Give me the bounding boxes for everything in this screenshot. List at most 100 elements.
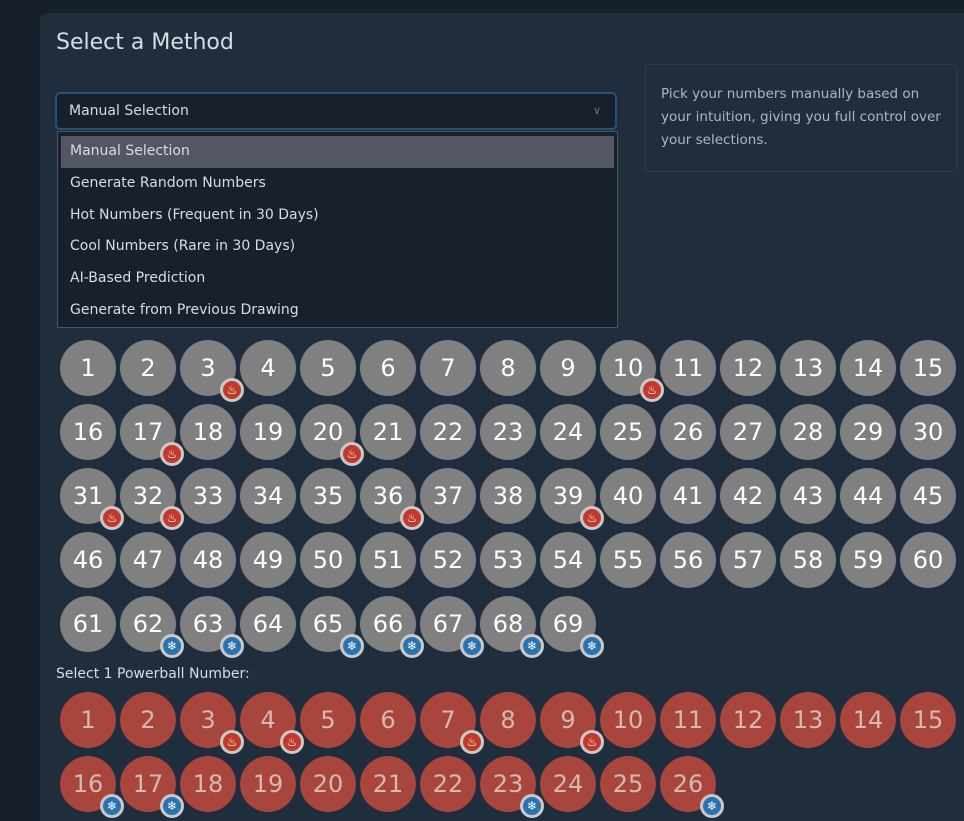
ball-25[interactable]: 25 [600, 404, 656, 460]
ball-15[interactable]: 15 [900, 340, 956, 396]
ball-14[interactable]: 14 [840, 340, 896, 396]
ball-29[interactable]: 29 [840, 404, 896, 460]
powerball-2[interactable]: 2 [120, 692, 176, 748]
ball-44[interactable]: 44 [840, 468, 896, 524]
ball-30[interactable]: 30 [900, 404, 956, 460]
ball-51[interactable]: 51 [360, 532, 416, 588]
powerball-18[interactable]: 18 [180, 756, 236, 812]
ball-47[interactable]: 47 [120, 532, 176, 588]
powerball-13[interactable]: 13 [780, 692, 836, 748]
ball-26[interactable]: 26 [660, 404, 716, 460]
ball-22[interactable]: 22 [420, 404, 476, 460]
ball-49[interactable]: 49 [240, 532, 296, 588]
ball-37[interactable]: 37 [420, 468, 476, 524]
ball-41[interactable]: 41 [660, 468, 716, 524]
ball-31[interactable]: 31 ♨ [60, 468, 124, 530]
powerball-26[interactable]: 26 ❄ [660, 756, 724, 818]
ball-34[interactable]: 34 [240, 468, 296, 524]
ball-64[interactable]: 64 [240, 596, 296, 652]
powerball-15[interactable]: 15 [900, 692, 956, 748]
powerball-16[interactable]: 16 ❄ [60, 756, 124, 818]
ball-58[interactable]: 58 [780, 532, 836, 588]
powerball-17[interactable]: 17 ❄ [120, 756, 184, 818]
ball-52[interactable]: 52 [420, 532, 476, 588]
ball-54[interactable]: 54 [540, 532, 596, 588]
ball-55[interactable]: 55 [600, 532, 656, 588]
powerball-21[interactable]: 21 [360, 756, 416, 812]
ball-18[interactable]: 18 [180, 404, 236, 460]
ball-38[interactable]: 38 [480, 468, 536, 524]
ball-59[interactable]: 59 [840, 532, 896, 588]
ball-53[interactable]: 53 [480, 532, 536, 588]
ball-39[interactable]: 39 ♨ [540, 468, 604, 530]
ball-62[interactable]: 62 ❄ [120, 596, 184, 658]
powerball-9[interactable]: 9 ♨ [540, 692, 604, 754]
ball-36[interactable]: 36 ♨ [360, 468, 424, 530]
dropdown-option[interactable]: Hot Numbers (Frequent in 30 Days) [70, 206, 319, 223]
ball-10[interactable]: 10 ♨ [600, 340, 664, 402]
ball-21[interactable]: 21 [360, 404, 416, 460]
ball-35[interactable]: 35 [300, 468, 356, 524]
ball-24[interactable]: 24 [540, 404, 596, 460]
ball-1[interactable]: 1 [60, 340, 116, 396]
ball-56[interactable]: 56 [660, 532, 716, 588]
powerball-4[interactable]: 4 ♨ [240, 692, 304, 754]
powerball-5[interactable]: 5 [300, 692, 356, 748]
ball-27[interactable]: 27 [720, 404, 776, 460]
powerball-8[interactable]: 8 [480, 692, 536, 748]
powerball-12[interactable]: 12 [720, 692, 776, 748]
powerball-3[interactable]: 3 ♨ [180, 692, 244, 754]
ball-61[interactable]: 61 [60, 596, 116, 652]
method-select[interactable]: Manual Selection ∨ [55, 92, 617, 130]
ball-28[interactable]: 28 [780, 404, 836, 460]
ball-43[interactable]: 43 [780, 468, 836, 524]
ball-23[interactable]: 23 [480, 404, 536, 460]
ball-63[interactable]: 63 ❄ [180, 596, 244, 658]
dropdown-option[interactable]: Manual Selection [61, 136, 614, 168]
ball-32[interactable]: 32 ♨ [120, 468, 184, 530]
ball-5[interactable]: 5 [300, 340, 356, 396]
ball-40[interactable]: 40 [600, 468, 656, 524]
ball-19[interactable]: 19 [240, 404, 296, 460]
dropdown-option[interactable]: Cool Numbers (Rare in 30 Days) [70, 238, 296, 255]
ball-4[interactable]: 4 [240, 340, 296, 396]
ball-65[interactable]: 65 ❄ [300, 596, 364, 658]
powerball-20[interactable]: 20 [300, 756, 356, 812]
ball-12[interactable]: 12 [720, 340, 776, 396]
ball-45[interactable]: 45 [900, 468, 956, 524]
ball-8[interactable]: 8 [480, 340, 536, 396]
powerball-1[interactable]: 1 [60, 692, 116, 748]
powerball-11[interactable]: 11 [660, 692, 716, 748]
powerball-19[interactable]: 19 [240, 756, 296, 812]
ball-2[interactable]: 2 [120, 340, 176, 396]
powerball-23[interactable]: 23 ❄ [480, 756, 544, 818]
powerball-14[interactable]: 14 [840, 692, 896, 748]
dropdown-option[interactable]: Generate from Previous Drawing [70, 301, 299, 318]
ball-11[interactable]: 11 [660, 340, 716, 396]
ball-57[interactable]: 57 [720, 532, 776, 588]
powerball-24[interactable]: 24 [540, 756, 596, 812]
ball-69[interactable]: 69 ❄ [540, 596, 604, 658]
ball-67[interactable]: 67 ❄ [420, 596, 484, 658]
powerball-7[interactable]: 7 ♨ [420, 692, 484, 754]
ball-17[interactable]: 17 ♨ [120, 404, 184, 466]
ball-46[interactable]: 46 [60, 532, 116, 588]
ball-20[interactable]: 20 ♨ [300, 404, 364, 466]
powerball-22[interactable]: 22 [420, 756, 476, 812]
dropdown-option[interactable]: AI-Based Prediction [70, 270, 206, 287]
ball-48[interactable]: 48 [180, 532, 236, 588]
powerball-10[interactable]: 10 [600, 692, 656, 748]
dropdown-option[interactable]: Generate Random Numbers [70, 174, 266, 191]
ball-50[interactable]: 50 [300, 532, 356, 588]
ball-68[interactable]: 68 ❄ [480, 596, 544, 658]
ball-16[interactable]: 16 [60, 404, 116, 460]
powerball-6[interactable]: 6 [360, 692, 416, 748]
powerball-25[interactable]: 25 [600, 756, 656, 812]
ball-6[interactable]: 6 [360, 340, 416, 396]
ball-42[interactable]: 42 [720, 468, 776, 524]
ball-33[interactable]: 33 [180, 468, 236, 524]
ball-60[interactable]: 60 [900, 532, 956, 588]
ball-7[interactable]: 7 [420, 340, 476, 396]
ball-3[interactable]: 3 ♨ [180, 340, 244, 402]
ball-9[interactable]: 9 [540, 340, 596, 396]
